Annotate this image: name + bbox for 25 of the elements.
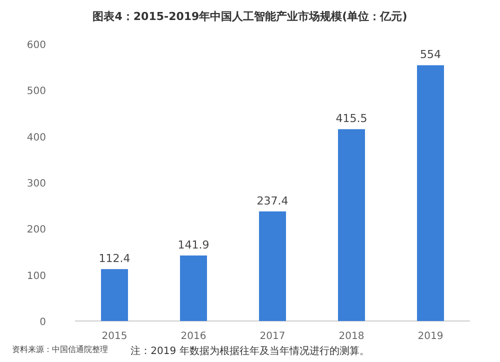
- x-tick-label: 2015: [102, 331, 128, 342]
- bar: [417, 65, 444, 321]
- y-tick-label: 200: [26, 224, 46, 236]
- data-label: 554: [420, 48, 441, 62]
- x-tick-label: 2016: [180, 331, 206, 342]
- y-tick-label: 0: [40, 317, 46, 328]
- bar: [338, 129, 365, 321]
- text: 注：2019 年数据为根据往年及当年情况进行的测算。: [130, 345, 370, 357]
- text: 资料来源：中国信通院整理: [12, 345, 108, 354]
- bar: [101, 269, 128, 321]
- data-label: 112.4: [98, 252, 130, 266]
- data-label: 237.4: [256, 194, 288, 208]
- chart-title: 图表4：2015-2019年中国人工智能产业市场规模(单位：亿元): [92, 10, 408, 23]
- y-tick-label: 400: [26, 132, 46, 144]
- data-label: 415.5: [336, 112, 368, 126]
- y-tick-label: 100: [26, 270, 46, 282]
- x-tick-label: 2018: [338, 331, 364, 342]
- bar: [259, 211, 286, 321]
- bar: [180, 255, 207, 321]
- x-tick-label: 2019: [418, 331, 444, 342]
- x-tick-label: 2017: [260, 331, 286, 342]
- y-tick-label: 500: [26, 86, 46, 98]
- y-tick-label: 600: [26, 40, 46, 51]
- data-label: 141.9: [178, 238, 210, 252]
- y-tick-label: 300: [26, 178, 46, 190]
